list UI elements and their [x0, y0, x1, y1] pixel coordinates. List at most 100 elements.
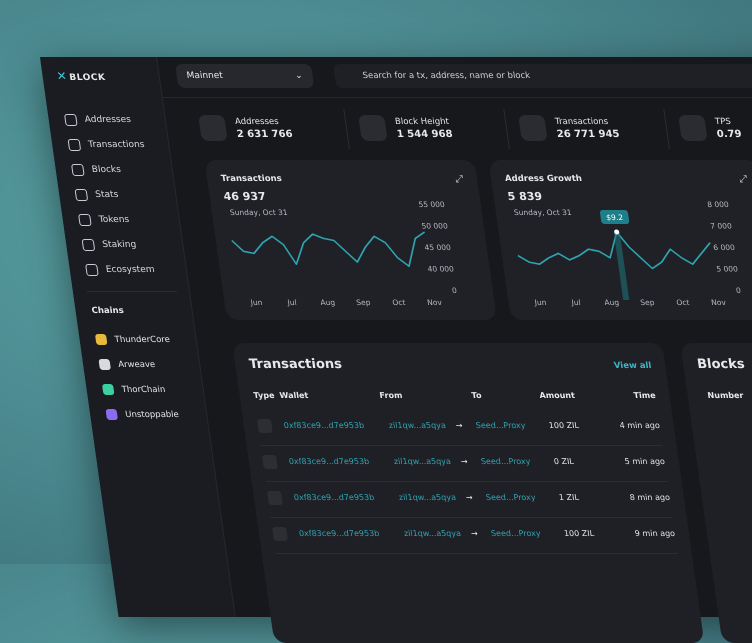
stat: Transactions 26 771 945 — [518, 115, 620, 141]
stat-text: Transactions 26 771 945 — [554, 117, 620, 140]
x-tick-label: Jul — [286, 298, 297, 307]
table-cell[interactable]: 0xf83ce9...d7e953b — [288, 457, 370, 466]
view-all[interactable]: View all — [613, 361, 653, 371]
stat-icon — [518, 115, 548, 141]
stat-text: Addresses 2 631 766 — [234, 117, 293, 140]
chain-icon — [94, 334, 108, 345]
stat-icon — [198, 115, 228, 141]
chart: 55 000 50 000 45 000 40 000 0 Jun Jul Aug Sep Oct… — [231, 200, 458, 307]
chain-item[interactable]: Unstoppable — [104, 402, 182, 427]
brand: ✕BLOCK — [55, 69, 107, 83]
chart-card: Transactions 46 937 Sunday, Oct 31 ⤢ 55 000 5… — [204, 160, 497, 320]
stat-text: TPS 0.79 — [714, 117, 742, 140]
nav-item[interactable]: Staking — [81, 232, 161, 257]
stat-label: TPS — [714, 116, 732, 127]
nav-label: Stats — [94, 189, 120, 200]
row-divider — [260, 445, 663, 446]
table-cell[interactable]: 0xf83ce9...d7e953b — [293, 493, 375, 502]
table-cell: 9 min ago — [634, 529, 676, 538]
brand-name: BLOCK — [68, 73, 107, 83]
table-cell[interactable]: zil1qw...a5qya — [393, 457, 452, 466]
nav-label: Transactions — [87, 139, 146, 150]
chart: 8 000 7 000 6 000 5 000 0 Jun Jul Aug Sep Oct Nov $… — [517, 200, 742, 307]
y-tick-label: 6 000 — [713, 243, 736, 252]
chain-item[interactable]: ThorChain — [101, 377, 179, 402]
type-icon — [256, 419, 273, 433]
table-header: Amount — [538, 391, 576, 400]
type-icon — [261, 455, 278, 469]
type-icon — [266, 491, 283, 505]
stat-icon — [678, 115, 708, 141]
chain-label: ThunderCore — [114, 334, 171, 345]
stat-value: 1 544 968 — [396, 128, 454, 140]
chain-label: ThorChain — [121, 384, 166, 395]
table-cell[interactable]: Seed...Proxy — [490, 529, 542, 538]
divider — [663, 109, 670, 149]
nav-label: Tokens — [98, 214, 130, 225]
arrow: → — [465, 493, 474, 502]
nav-item[interactable]: Ecosystem — [84, 257, 164, 282]
nav-label: Staking — [101, 239, 137, 250]
chain-icon — [98, 359, 111, 370]
chain-item[interactable]: ThunderCore — [94, 327, 172, 352]
tooltip-bg — [599, 209, 630, 224]
arrow: → — [455, 421, 464, 430]
table-cell[interactable]: Seed...Proxy — [485, 493, 537, 502]
table-cell[interactable]: 0xf83ce9...d7e953b — [298, 529, 380, 538]
nav-icon — [67, 138, 82, 151]
nav-label: Ecosystem — [105, 264, 156, 275]
y-tick-label: 8 000 — [707, 200, 730, 209]
table-cell[interactable]: zil1qw...a5qya — [403, 529, 462, 538]
stat: TPS 0.79 — [678, 115, 742, 141]
type-icon — [272, 527, 289, 541]
blocks-title: Blocks — [696, 357, 746, 372]
chain-label: Unstoppable — [124, 409, 180, 420]
table-cell: 100 ZIL — [563, 529, 595, 538]
transactions-card: Transactions View all Type Wallet From To Amou… — [232, 343, 705, 643]
table-cell[interactable]: Seed...Proxy — [480, 457, 532, 466]
y-tick-label: 40 000 — [427, 265, 455, 274]
nav-label: Blocks — [91, 164, 122, 175]
table-cell: 1 ZIL — [558, 493, 580, 502]
arrow: → — [460, 457, 469, 466]
blocks-header: Number — [706, 391, 745, 400]
table-cell[interactable]: zil1qw...a5qya — [388, 421, 447, 430]
y-tick-label: 0 — [735, 286, 741, 295]
nav-item[interactable]: Blocks — [70, 157, 150, 182]
nav-label: Addresses — [84, 114, 132, 125]
divider — [503, 109, 510, 149]
stat-value: 2 631 766 — [236, 128, 294, 140]
x-tick-label: Sep — [356, 298, 372, 307]
x-tick-label: Sep — [640, 298, 656, 307]
chain-icon — [105, 409, 119, 420]
table-cell: 5 min ago — [624, 457, 666, 466]
nav-item[interactable]: Transactions — [67, 132, 147, 157]
chains: ThunderCore Arweave ThorChain Unstoppable — [94, 327, 182, 427]
search[interactable]: Search for a tx, address, name or block — [332, 64, 752, 88]
line-series — [231, 231, 426, 268]
network-select[interactable]: Mainnet ⌄ — [174, 64, 315, 88]
stat-value: 26 771 945 — [556, 128, 621, 140]
nav-icon — [63, 113, 78, 126]
nav-icon — [85, 263, 99, 276]
x-tick-label: Nov — [427, 298, 443, 307]
chain-item[interactable]: Arweave — [97, 352, 175, 377]
table-cell[interactable]: Seed...Proxy — [475, 421, 526, 430]
table-header: Type — [252, 391, 276, 400]
nav-item[interactable]: Tokens — [77, 207, 157, 232]
x-tick-label: Jul — [570, 298, 581, 307]
y-tick-label: 7 000 — [710, 222, 733, 231]
divider — [86, 291, 178, 292]
chain-label: Arweave — [117, 359, 156, 370]
table-title: Transactions — [248, 357, 343, 372]
stat-label: Addresses — [234, 116, 280, 127]
x-tick-label: Jun — [249, 298, 263, 307]
table-cell[interactable]: 0xf83ce9...d7e953b — [283, 421, 365, 430]
table-cell: 8 min ago — [629, 493, 671, 502]
table-cell[interactable]: zil1qw...a5qya — [398, 493, 457, 502]
nav-item[interactable]: Addresses — [63, 107, 143, 132]
table-header: To — [470, 391, 483, 400]
nav-icon — [74, 188, 89, 201]
nav-item[interactable]: Stats — [74, 182, 154, 207]
